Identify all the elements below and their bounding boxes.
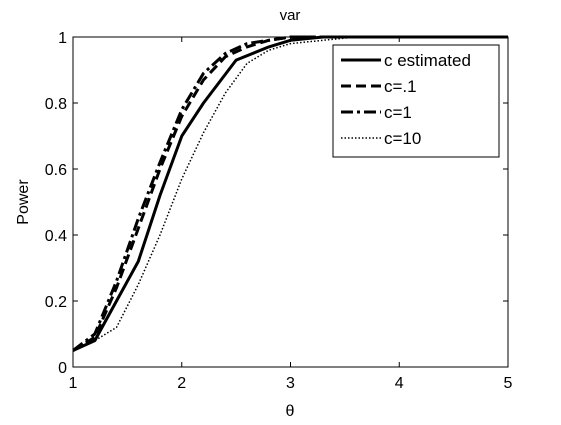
x-tick-label: 1 <box>69 375 78 392</box>
x-tick-label: 4 <box>395 375 404 392</box>
y-tick-label: 0.2 <box>45 294 67 311</box>
y-tick-label: 1 <box>58 30 67 47</box>
legend: c estimated c=.1 c=1 c=10 <box>332 44 500 158</box>
legend-label-3: c=10 <box>384 129 421 148</box>
legend-label-2: c=1 <box>384 103 412 122</box>
series-line-2 <box>73 35 508 352</box>
x-tick-label: 5 <box>504 375 513 392</box>
ticks-layer: 1 2 3 4 5 0 0.2 0.4 0.6 0.8 1 <box>45 30 513 392</box>
y-axis-label: Power <box>15 179 32 225</box>
legend-label-1: c=.1 <box>384 77 417 96</box>
x-tick-label: 3 <box>286 375 295 392</box>
y-tick-label: 0.8 <box>45 96 67 113</box>
chart-title: var <box>280 7 301 24</box>
y-tick-label: 0.6 <box>45 162 67 179</box>
legend-label-0: c estimated <box>384 51 471 70</box>
legend-box <box>332 44 500 158</box>
x-axis-label: θ <box>286 403 295 420</box>
x-tick-label: 2 <box>177 375 186 392</box>
y-tick-label: 0 <box>58 360 67 377</box>
series-line-1 <box>73 35 508 352</box>
y-tick-label: 0.4 <box>45 228 67 245</box>
